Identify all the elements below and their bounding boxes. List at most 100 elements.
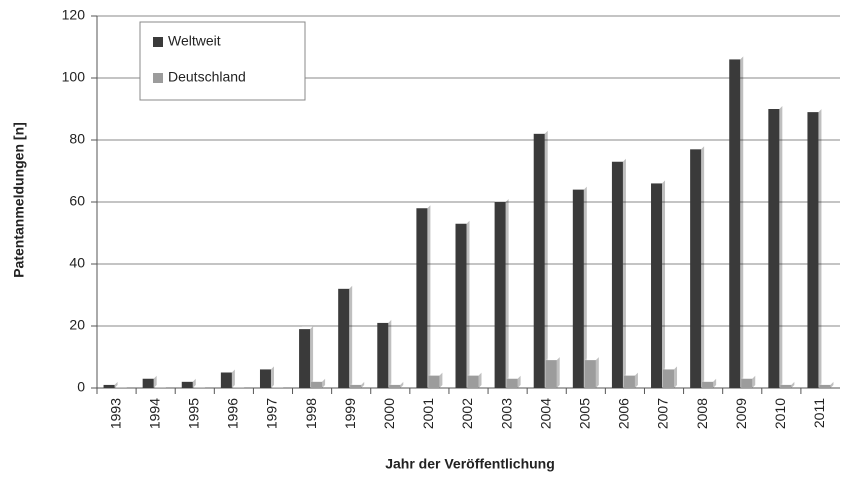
bar <box>729 59 741 389</box>
bar-side <box>622 158 626 388</box>
bar-side <box>740 56 744 389</box>
legend-label: Weltweit <box>168 33 221 49</box>
legend-swatch <box>153 37 163 47</box>
bar-side <box>505 199 509 388</box>
x-tick-label: 1997 <box>264 398 280 429</box>
y-tick-label: 20 <box>69 317 85 333</box>
bar-top <box>729 56 744 60</box>
bar-top <box>103 381 118 385</box>
bar <box>299 329 311 388</box>
bar-top <box>142 375 157 379</box>
bar <box>819 384 831 388</box>
bar-side <box>674 366 678 388</box>
bar <box>220 372 232 388</box>
bar-top <box>193 385 208 388</box>
bar <box>663 369 675 388</box>
bar <box>545 360 557 388</box>
bar-side <box>701 146 705 388</box>
bar-side <box>388 319 392 388</box>
bar <box>455 223 467 388</box>
bar <box>467 375 479 388</box>
bar-top <box>807 109 822 113</box>
bar-top <box>533 130 548 134</box>
bar-top <box>467 372 482 376</box>
bar-side <box>427 205 431 388</box>
bar <box>103 384 115 388</box>
bar-side <box>270 366 274 388</box>
bar <box>350 384 362 388</box>
bar <box>690 149 702 388</box>
bar-top <box>572 186 587 190</box>
y-tick-label: 0 <box>77 379 85 395</box>
x-tick-label: 2009 <box>733 398 749 429</box>
bar-top <box>455 220 470 224</box>
bar <box>702 381 714 388</box>
bar-top <box>377 319 392 323</box>
bar-side <box>114 381 118 388</box>
bar <box>311 381 323 388</box>
bar-side <box>583 186 587 388</box>
x-tick-label: 2004 <box>537 398 553 429</box>
bar-top <box>220 369 235 373</box>
bar-top <box>741 375 756 379</box>
bar-side <box>439 372 443 388</box>
bar <box>142 378 154 388</box>
bar-top <box>350 381 365 385</box>
bar-top <box>506 375 521 379</box>
bar-side <box>752 375 756 388</box>
bar-top <box>623 372 638 376</box>
bar-top <box>428 372 443 376</box>
bar <box>572 189 584 388</box>
bar-top <box>545 357 560 361</box>
bar-side <box>556 357 560 388</box>
bar <box>416 208 428 388</box>
bar-top <box>389 381 404 385</box>
bar-top <box>115 385 130 388</box>
bar <box>506 378 518 388</box>
bar <box>768 109 780 388</box>
x-tick-label: 1999 <box>342 398 358 429</box>
bar-side <box>400 381 404 388</box>
legend-label: Deutschland <box>168 69 246 85</box>
bar-top <box>338 285 353 289</box>
bar <box>377 322 389 388</box>
bar-side <box>662 180 666 388</box>
bar <box>780 384 792 388</box>
legend-box <box>139 21 306 101</box>
bar-side <box>517 375 521 388</box>
bar-top <box>768 106 783 109</box>
bar-top <box>259 366 274 370</box>
bar-side <box>830 381 834 388</box>
x-tick-label: 2005 <box>577 398 593 429</box>
bar-top <box>702 378 717 382</box>
bar-top <box>181 378 196 382</box>
bar-top <box>154 385 169 388</box>
bar <box>259 369 271 388</box>
bar-top <box>311 378 326 382</box>
x-tick-label: 1998 <box>303 398 319 429</box>
bar-side <box>192 378 196 388</box>
legend-swatch <box>153 73 163 83</box>
bar <box>494 202 506 388</box>
bar-side <box>779 106 783 388</box>
x-tick-label: 1994 <box>146 398 162 429</box>
bar <box>428 375 440 388</box>
bar <box>181 381 193 388</box>
bar-top <box>663 366 678 370</box>
x-tick-label: 2000 <box>381 398 397 429</box>
y-tick-label: 60 <box>69 193 85 209</box>
bar <box>584 360 596 388</box>
bar-side <box>361 381 365 388</box>
bar-side <box>595 357 599 388</box>
bar-side <box>153 375 157 388</box>
bar-side <box>634 372 638 388</box>
bar-top <box>416 205 431 209</box>
x-tick-label: 2007 <box>655 398 671 429</box>
bar-side <box>791 381 795 388</box>
bar-side <box>310 326 314 388</box>
x-tick-label: 2002 <box>459 398 475 429</box>
bar <box>533 133 545 388</box>
bar-top <box>271 385 286 388</box>
x-tick-label: 2011 <box>811 398 827 428</box>
